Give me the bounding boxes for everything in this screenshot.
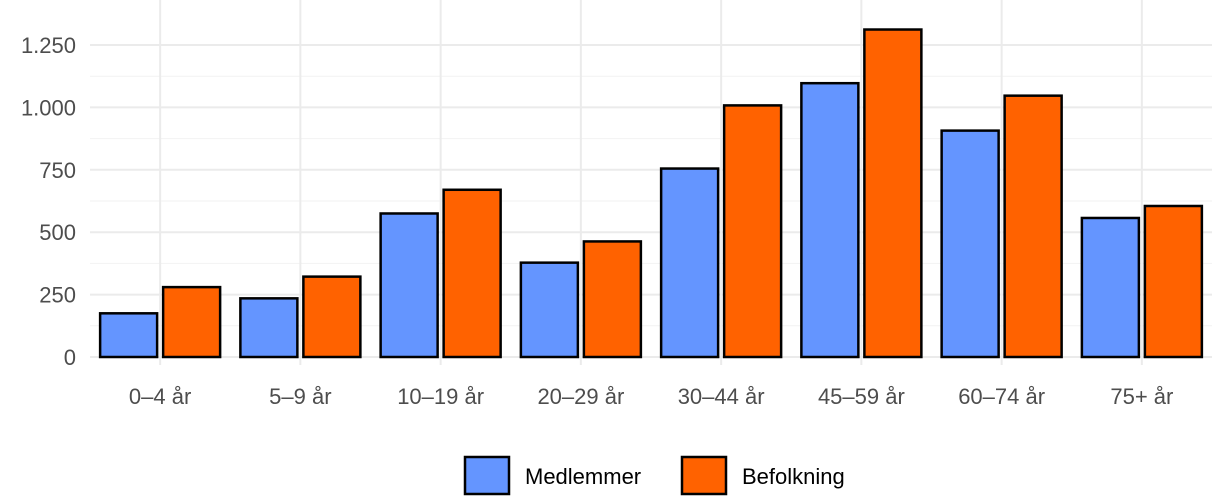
x-axis-tick-labels: 0–4 år 5–9 år 10–19 år 20–29 år 30–44 år 45–5… xyxy=(129,384,1173,409)
bar-medlemmer xyxy=(98,312,159,359)
x-tick-label: 5–9 år xyxy=(269,384,331,409)
x-tick-label: 0–4 år xyxy=(129,384,191,409)
legend-key-befolkning xyxy=(680,455,728,496)
bar-medlemmer xyxy=(1080,216,1141,359)
legend-label-befolkning: Befolkning xyxy=(742,464,845,489)
bar-befolkning xyxy=(722,104,783,359)
x-tick-label: 30–44 år xyxy=(678,384,765,409)
legend-label-medlemmer: Medlemmer xyxy=(525,464,641,489)
bar-medlemmer xyxy=(379,212,439,359)
y-tick-label: 1.250 xyxy=(21,33,76,58)
bar-befolkning xyxy=(302,275,362,359)
y-tick-label: 750 xyxy=(39,158,76,183)
bar-medlemmer xyxy=(239,297,299,359)
legend-key-medlemmer xyxy=(463,455,511,496)
y-tick-label: 500 xyxy=(39,220,76,245)
x-tick-label: 10–19 år xyxy=(397,384,484,409)
x-tick-label: 75+ år xyxy=(1110,384,1173,409)
bars xyxy=(98,28,1204,359)
y-axis-tick-labels: 0 250 500 750 1.000 1.250 xyxy=(21,33,76,370)
x-tick-label: 20–29 år xyxy=(537,384,624,409)
bar-medlemmer xyxy=(519,261,580,359)
y-tick-label: 0 xyxy=(64,345,76,370)
bar-medlemmer xyxy=(940,129,1000,359)
bar-medlemmer xyxy=(659,167,720,359)
y-tick-label: 1.000 xyxy=(21,95,76,120)
bar-befolkning xyxy=(161,285,222,359)
bar-befolkning xyxy=(1143,204,1204,359)
bar-medlemmer xyxy=(800,81,860,359)
x-tick-label: 45–59 år xyxy=(818,384,905,409)
bar-befolkning xyxy=(863,28,923,359)
x-tick-label: 60–74 år xyxy=(958,384,1045,409)
legend: Medlemmer Befolkning xyxy=(463,455,845,496)
bar-befolkning xyxy=(1003,94,1063,359)
bar-befolkning xyxy=(582,240,643,359)
bar-befolkning xyxy=(442,188,502,359)
y-tick-label: 250 xyxy=(39,283,76,308)
